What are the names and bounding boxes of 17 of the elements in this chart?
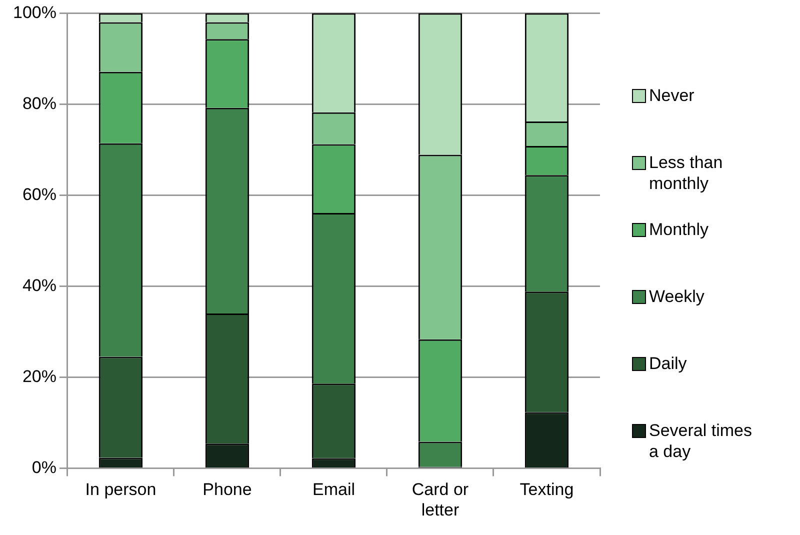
legend-label: Weekly	[649, 286, 706, 307]
y-tick-label: 40%	[22, 276, 56, 295]
legend-label: Several times a day	[649, 420, 753, 462]
y-tick-label: 100%	[12, 2, 56, 22]
x-tick-label: Email	[312, 480, 355, 500]
y-tick-label: 0%	[32, 458, 56, 477]
x-tick-label: Card or letter	[412, 480, 469, 520]
legend-label: Less than monthly	[649, 152, 724, 194]
y-tick-label: 80%	[22, 94, 56, 113]
y-tick-label: 20%	[22, 366, 56, 386]
legend-label: Monthly	[649, 219, 710, 240]
legend-label: Never	[649, 85, 696, 106]
legend-label: Daily	[649, 353, 688, 374]
x-tick-label: Texting	[520, 480, 574, 500]
x-tick-label: Phone	[202, 480, 252, 500]
y-tick-label: 60%	[22, 184, 56, 204]
x-tick-label: In person	[85, 480, 156, 500]
